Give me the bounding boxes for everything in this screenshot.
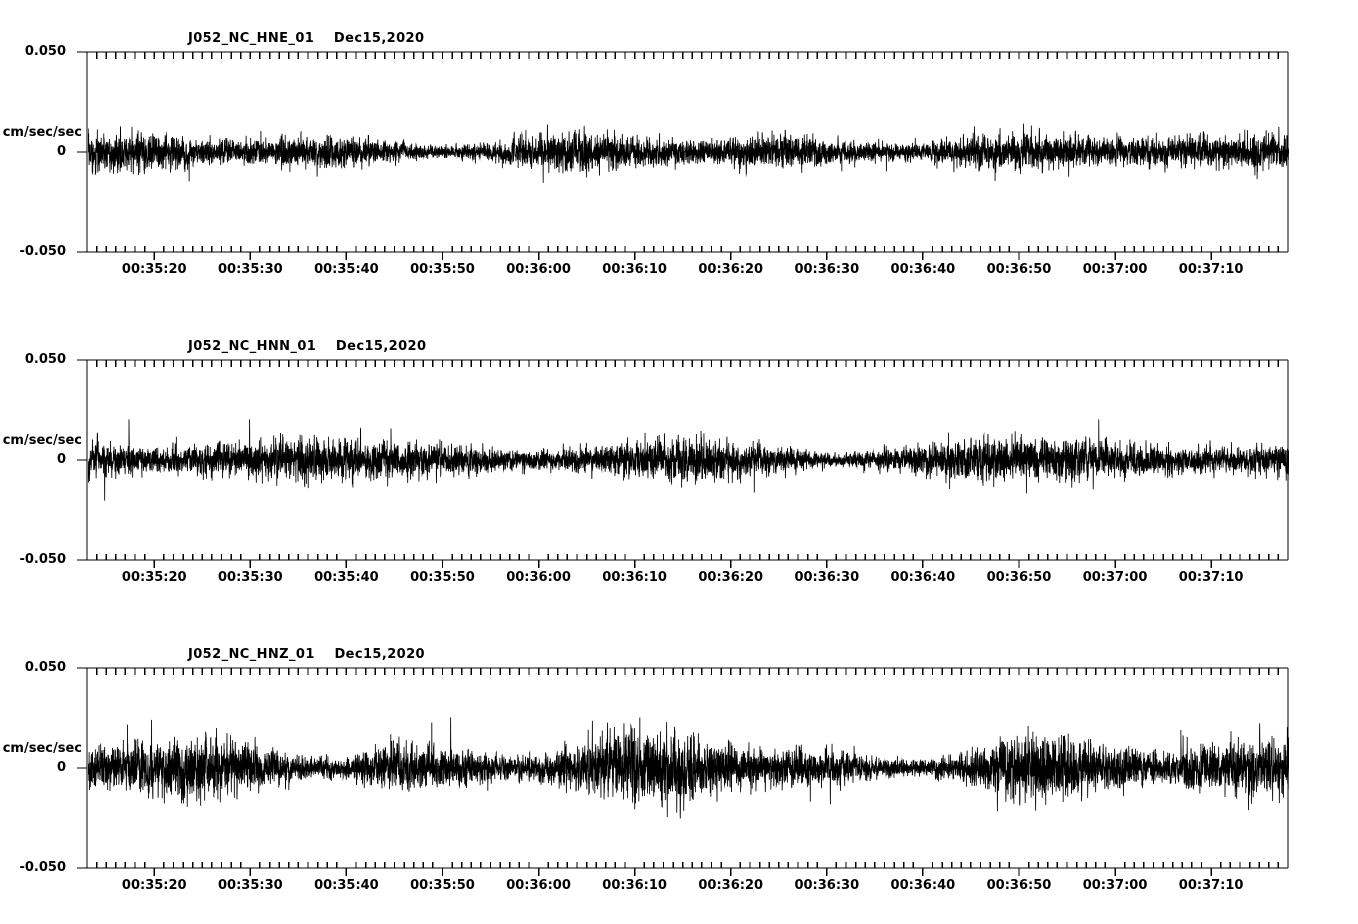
x-tick-label: 00:36:00	[506, 262, 571, 277]
panel-title: J052_NC_HNZ_01 Dec15,2020	[188, 647, 425, 662]
y-tick-label-zero: 0	[56, 452, 66, 467]
x-tick-label: 00:35:30	[217, 878, 283, 893]
x-tick-label: 00:36:40	[890, 878, 956, 893]
x-tick-label: 00:37:10	[1178, 878, 1244, 893]
x-tick-label: 00:36:00	[506, 878, 571, 893]
y-tick-label-min: -0.050	[19, 244, 66, 259]
x-tick-label: 00:35:50	[410, 262, 475, 277]
x-tick-label: 00:36:30	[794, 262, 860, 277]
x-tick-label: 00:35:20	[121, 262, 187, 277]
y-tick-label-max: 0.050	[24, 352, 66, 367]
y-tick-label-min: -0.050	[19, 860, 66, 875]
x-tick-label: 00:36:10	[602, 570, 667, 585]
x-tick-label: 00:36:00	[506, 570, 571, 585]
waveform-trace	[88, 361, 1289, 559]
y-tick-label-zero: 0	[56, 144, 66, 159]
waveform-trace	[88, 53, 1289, 251]
x-tick-label: 00:35:50	[410, 570, 475, 585]
x-tick-label: 00:37:10	[1178, 570, 1244, 585]
x-tick-label: 00:36:10	[602, 262, 667, 277]
x-tick-label: 00:36:40	[890, 262, 956, 277]
x-tick-label: 00:36:10	[602, 878, 667, 893]
panel-title: J052_NC_HNN_01 Dec15,2020	[188, 339, 427, 354]
x-tick-label: 00:36:40	[890, 570, 956, 585]
x-tick-label: 00:36:30	[794, 570, 860, 585]
x-tick-label: 00:36:50	[986, 262, 1052, 277]
x-tick-label: 00:35:40	[314, 570, 379, 585]
y-tick-label-max: 0.050	[24, 660, 66, 675]
x-tick-label: 00:37:00	[1082, 878, 1148, 893]
x-tick-label: 00:36:50	[986, 570, 1052, 585]
waveform-trace	[88, 669, 1289, 867]
y-tick-label-min: -0.050	[19, 552, 66, 567]
plot-axes	[77, 359, 1289, 568]
x-tick-label: 00:36:30	[794, 878, 860, 893]
plot-axes	[77, 667, 1289, 876]
panel-title: J052_NC_HNE_01 Dec15,2020	[188, 31, 425, 46]
x-tick-label: 00:36:20	[698, 262, 764, 277]
y-axis-unit-label: cm/sec/sec	[2, 433, 82, 448]
y-axis-unit-label: cm/sec/sec	[2, 741, 82, 756]
x-tick-label: 00:36:50	[986, 878, 1052, 893]
x-tick-label: 00:36:20	[698, 878, 764, 893]
x-tick-label: 00:37:00	[1082, 262, 1148, 277]
x-tick-label: 00:37:10	[1178, 262, 1244, 277]
x-tick-label: 00:35:20	[121, 570, 187, 585]
x-tick-label: 00:35:40	[314, 262, 379, 277]
plot-axes	[77, 51, 1289, 260]
x-tick-label: 00:36:20	[698, 570, 764, 585]
y-tick-label-zero: 0	[56, 760, 66, 775]
x-tick-label: 00:37:00	[1082, 570, 1148, 585]
y-axis-unit-label: cm/sec/sec	[2, 125, 82, 140]
x-tick-label: 00:35:20	[121, 878, 187, 893]
x-tick-label: 00:35:30	[217, 262, 283, 277]
x-tick-label: 00:35:30	[217, 570, 283, 585]
x-tick-label: 00:35:50	[410, 878, 475, 893]
y-tick-label-max: 0.050	[24, 44, 66, 59]
x-tick-label: 00:35:40	[314, 878, 379, 893]
